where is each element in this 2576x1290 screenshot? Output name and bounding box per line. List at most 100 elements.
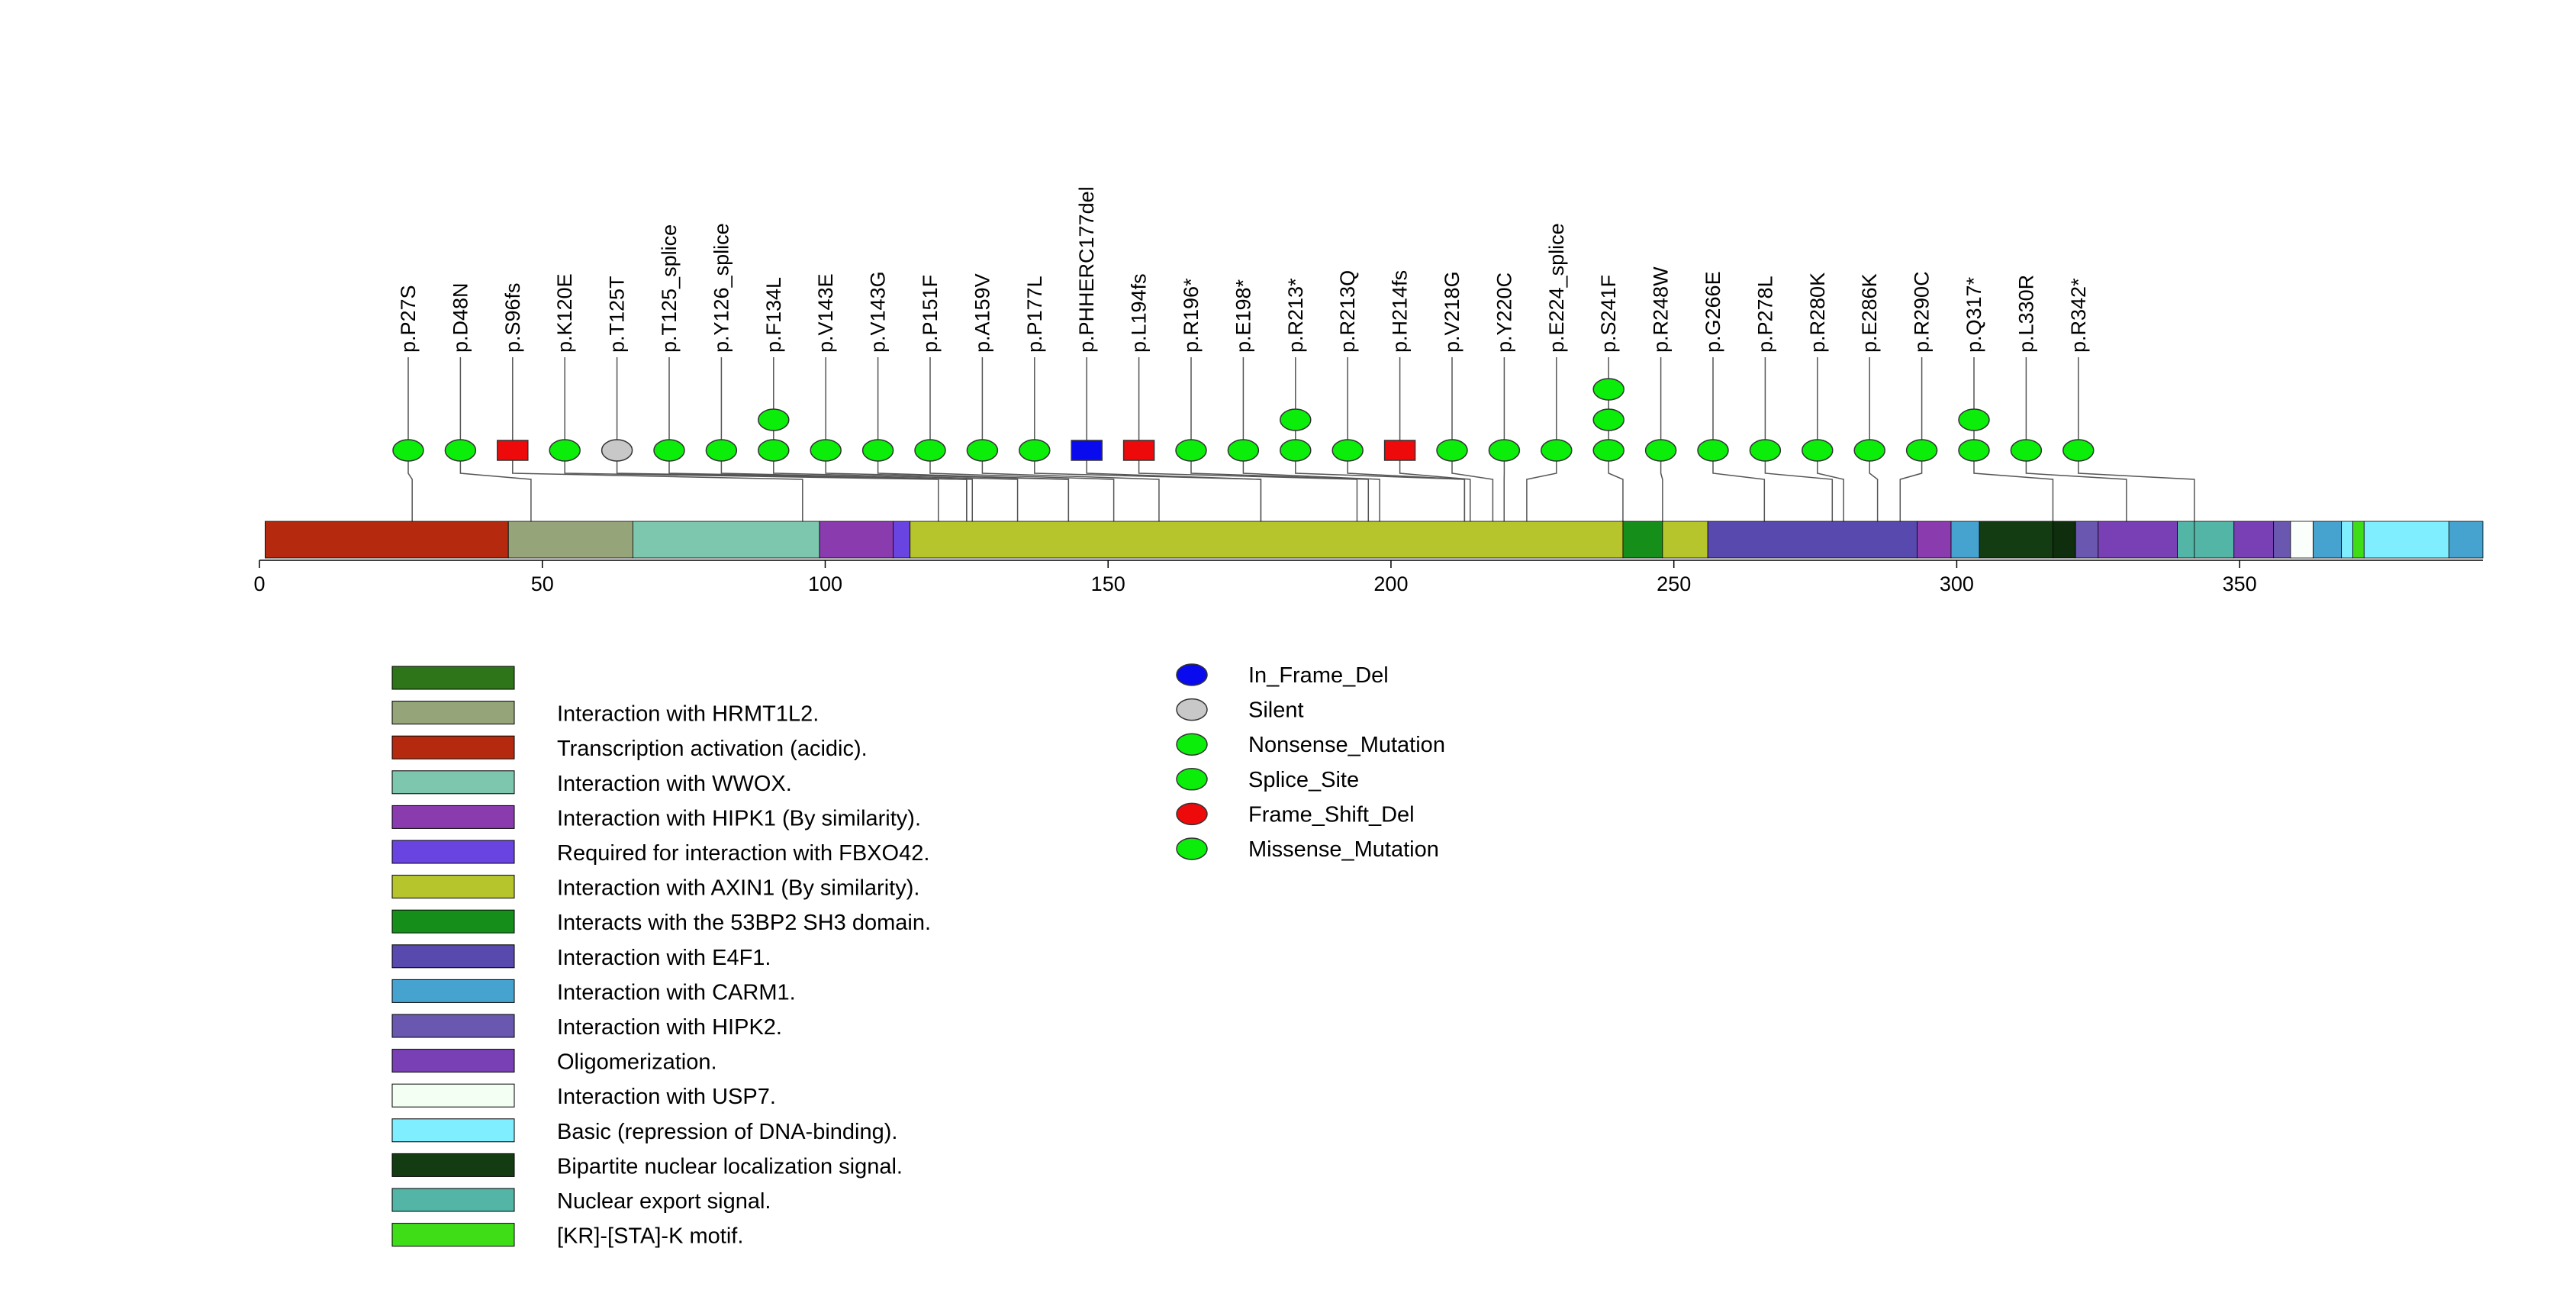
mutation-label: p.T125T xyxy=(606,276,629,353)
protein-region xyxy=(2053,521,2076,559)
mutation-connector xyxy=(564,357,939,558)
splice-marker xyxy=(653,439,685,462)
mutation-label: p.V143E xyxy=(814,273,837,353)
mutation-connector xyxy=(668,357,968,558)
mutation-label: p.R196* xyxy=(1180,278,1203,353)
mutation-label: p.K120E xyxy=(553,273,576,353)
mutation-legend-marker xyxy=(1176,698,1208,721)
domain-legend-swatch xyxy=(391,875,515,899)
missense-marker xyxy=(2010,439,2043,462)
mutation-label: p.Y126_splice xyxy=(710,223,733,353)
frameshift-marker xyxy=(497,440,529,461)
missense-marker xyxy=(392,439,424,462)
mutation-label: p.S241F xyxy=(1597,275,1620,353)
domain-legend-swatch xyxy=(391,979,515,1003)
mutation-connector xyxy=(1869,357,1879,558)
missense-marker xyxy=(758,439,790,462)
mutation-label: p.P278L xyxy=(1753,276,1776,353)
mutation-label: p.Y220C xyxy=(1492,273,1515,353)
missense-marker xyxy=(1749,439,1782,462)
mutation-label: p.G266E xyxy=(1702,271,1724,353)
protein-region xyxy=(1979,521,2053,559)
nonsense-marker xyxy=(1958,408,1990,431)
missense-marker xyxy=(1592,378,1624,401)
domain-legend-label: Interaction with E4F1. xyxy=(557,946,771,970)
protein-region xyxy=(2075,521,2099,559)
domain-legend-label: Interaction with AXIN1 (By similarity). xyxy=(557,876,919,901)
missense-marker xyxy=(1802,439,1834,462)
missense-marker xyxy=(1331,439,1364,462)
domain-legend-swatch xyxy=(391,770,515,795)
mutation-connector xyxy=(1190,357,1370,558)
mutation-connector xyxy=(1764,357,1834,558)
domain-legend-swatch xyxy=(391,735,515,759)
domain-legend-label: Interaction with HRMT1L2. xyxy=(557,702,819,727)
position-axis: 0 50 100 150 200 250 300 350 xyxy=(253,560,2483,595)
protein-region xyxy=(1662,521,1708,559)
missense-marker xyxy=(758,408,790,431)
domain-legend-swatch xyxy=(391,1049,515,1073)
domain-legend-label: [KR]-[STA]-K motif. xyxy=(557,1224,743,1249)
mutation-legend-marker xyxy=(1176,837,1208,860)
mutation-label: p.R248W xyxy=(1650,266,1673,353)
mutation-legend-marker xyxy=(1176,802,1208,826)
mutation-label: p.L194fs xyxy=(1128,273,1151,353)
missense-marker xyxy=(810,439,842,462)
mutation-label: p.R342* xyxy=(2067,278,2090,353)
protein-region xyxy=(507,521,633,559)
domain-legend-label: Bipartite nuclear localization signal. xyxy=(557,1154,903,1179)
axis-tick-label: 150 xyxy=(1091,572,1125,595)
mutation-connector xyxy=(1138,357,1358,558)
protein-region xyxy=(2363,521,2449,559)
domain-legend-swatch xyxy=(391,805,515,829)
domain-legend-label: Interaction with USP7. xyxy=(557,1085,776,1109)
mutation-legend-label: Silent xyxy=(1248,698,1304,723)
protein-region xyxy=(2290,521,2314,559)
protein-region xyxy=(1917,521,1952,559)
protein-region xyxy=(2449,521,2484,559)
domain-legend-swatch xyxy=(391,1014,515,1038)
mutation-connector xyxy=(1451,357,1494,558)
mutation-connector xyxy=(1899,357,1923,558)
mutation-legend-marker xyxy=(1176,768,1208,791)
mutation-label: p.R213* xyxy=(1284,278,1307,353)
protein-bar xyxy=(265,521,2484,559)
mutation-connector xyxy=(407,357,413,558)
inframe_del-marker xyxy=(1071,440,1103,461)
mutation-legend-label: Nonsense_Mutation xyxy=(1248,733,1445,757)
domain-legend-swatch xyxy=(391,1118,515,1143)
missense-marker xyxy=(1853,439,1885,462)
mutation-label: p.P151F xyxy=(919,275,942,353)
missense-marker xyxy=(914,439,946,462)
mutation-legend-label: Splice_Site xyxy=(1248,768,1359,792)
axis-tick-label: 50 xyxy=(531,572,554,595)
mutation-label: p.E224_splice xyxy=(1545,223,1568,353)
mutation-legend-label: Missense_Mutation xyxy=(1248,837,1439,862)
axis-tick-label: 100 xyxy=(808,572,842,595)
mutation-connector xyxy=(512,357,803,558)
mutation-labels: p.P27S p.D48N p.S96fs p.K120E p.T125T p.T125_… xyxy=(397,186,2090,353)
domain-legend-swatch xyxy=(391,1223,515,1247)
missense-marker xyxy=(444,439,477,462)
protein-region xyxy=(2313,521,2343,559)
mutation-label: p.V218G xyxy=(1441,271,1463,353)
missense-marker xyxy=(1697,439,1729,462)
mutation-label: p.F134L xyxy=(762,277,785,353)
mutation-connector xyxy=(1660,357,1663,558)
mutation-legend-label: Frame_Shift_Del xyxy=(1248,802,1415,827)
nonsense-marker xyxy=(1958,439,1990,462)
mutation-legend-marker xyxy=(1176,733,1208,756)
missense-marker xyxy=(1592,439,1624,462)
missense-marker xyxy=(1644,439,1677,462)
frameshift-marker xyxy=(1122,440,1155,461)
axis-tick-label: 0 xyxy=(253,572,265,595)
mutation-label: p.A159V xyxy=(971,273,993,353)
domain-legend-label: Transcription activation (acidic). xyxy=(557,737,868,761)
domain-legend-swatch xyxy=(391,840,515,864)
mutation-label: p.V143G xyxy=(867,271,890,353)
mutation-legend-marker xyxy=(1176,663,1208,686)
mutation-legend-label: In_Frame_Del xyxy=(1248,663,1389,688)
mutation-connector xyxy=(2078,357,2195,558)
domain-legend: Interaction with HRMT1L2. Transcription a… xyxy=(391,666,931,1249)
missense-marker xyxy=(1592,408,1624,431)
